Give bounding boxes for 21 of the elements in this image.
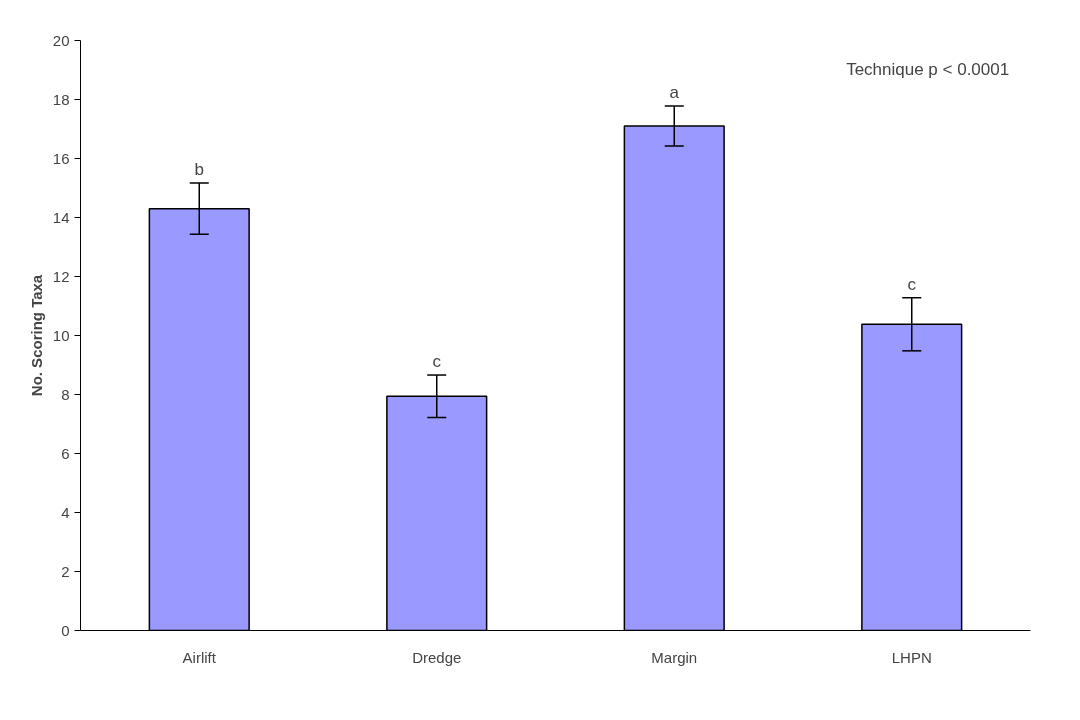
annotation: a (669, 82, 680, 102)
y-tick-label: 14 (52, 208, 70, 226)
y-tick-label: 2 (61, 562, 70, 580)
y-tick-label: 18 (52, 90, 70, 108)
x-tick-label: Margin (651, 648, 698, 666)
y-tick-label: 12 (52, 267, 70, 285)
y-tick-label: 10 (52, 326, 70, 344)
x-tick-label: Airlift (182, 648, 217, 666)
y-tick-label: 6 (61, 444, 70, 462)
x-tick-label: LHPN (891, 648, 932, 666)
y-tick-label: 8 (61, 385, 70, 403)
annotation: b (194, 159, 204, 179)
x-tick-label: Dredge (412, 648, 462, 666)
y-tick-label: 20 (52, 31, 70, 49)
annotation: c (907, 274, 917, 294)
y-tick-label: 4 (61, 503, 70, 521)
annotation: Technique p < 0.0001 (846, 59, 1010, 79)
annotation: c (432, 352, 442, 372)
y-axis-title: No. Scoring Taxa (27, 274, 45, 397)
y-tick-label: 0 (61, 621, 70, 639)
y-tick-label: 16 (52, 149, 70, 167)
